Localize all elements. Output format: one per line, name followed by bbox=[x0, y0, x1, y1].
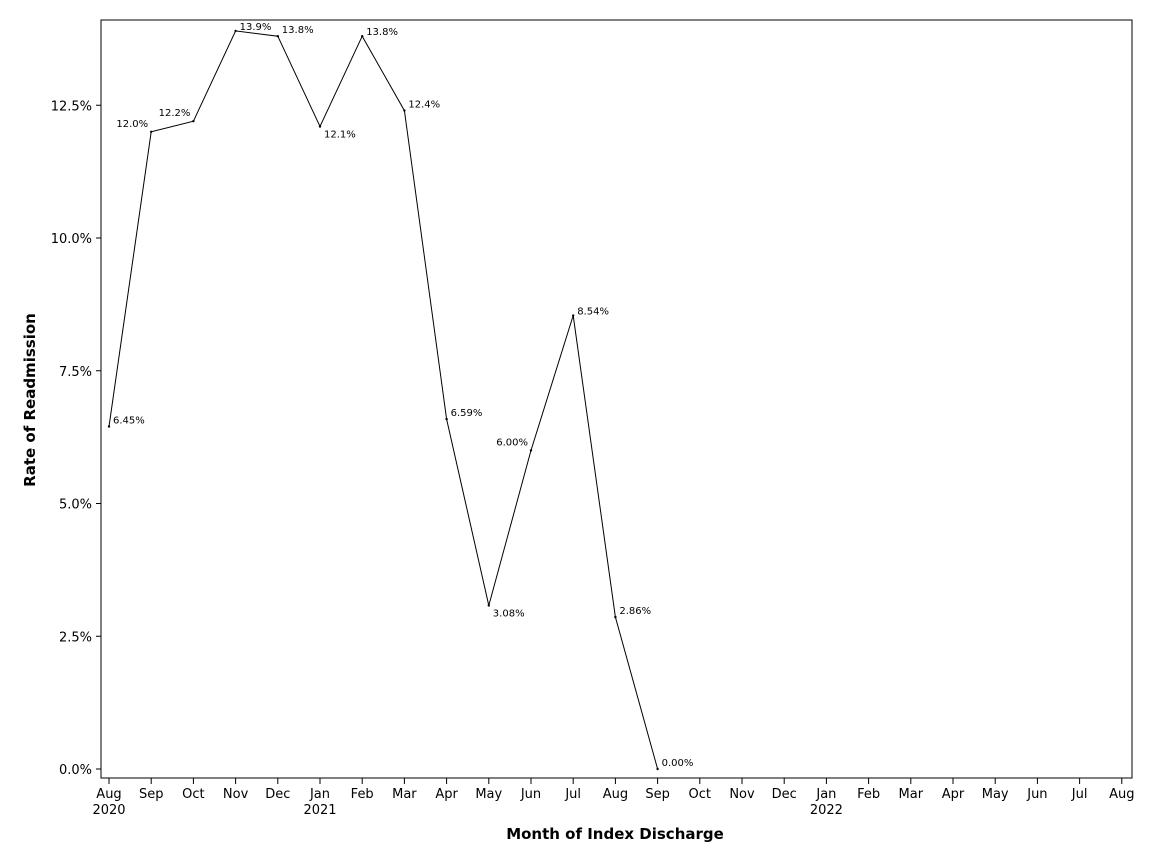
data-label: 12.0% bbox=[116, 119, 148, 130]
data-point bbox=[529, 449, 533, 452]
x-tick-label: Jul bbox=[1071, 787, 1088, 802]
x-tick-label: Dec bbox=[265, 787, 290, 802]
x-tick-label: Sep bbox=[645, 787, 670, 802]
x-tick-label: Jun bbox=[520, 787, 541, 802]
x-tick-label: Sep bbox=[139, 787, 164, 802]
data-point bbox=[445, 417, 448, 421]
data-label: 13.8% bbox=[366, 27, 398, 38]
x-year-label: 2021 bbox=[303, 803, 336, 818]
data-label: 6.00% bbox=[496, 437, 528, 448]
series-line bbox=[108, 30, 659, 770]
data-label: 12.4% bbox=[408, 100, 440, 111]
y-tick-label: 12.5% bbox=[51, 99, 92, 114]
data-label: 6.45% bbox=[113, 416, 145, 427]
x-tick-label: Apr bbox=[435, 787, 458, 802]
x-tick-label: Jun bbox=[1026, 787, 1047, 802]
x-tick-label: Aug bbox=[1109, 787, 1134, 802]
y-tick-label: 10.0% bbox=[51, 232, 92, 247]
x-tick-label: Mar bbox=[899, 787, 924, 802]
plot-frame bbox=[100, 19, 1133, 779]
x-tick-label: Feb bbox=[351, 787, 374, 802]
x-tick-label: Oct bbox=[689, 787, 711, 802]
x-tick-label: Oct bbox=[182, 787, 204, 802]
y-axis-title: Rate of Readmission bbox=[21, 313, 39, 487]
y-axis: 0.0% 2.5% 5.0% 7.5% 10.0% 12.5% bbox=[51, 99, 101, 778]
data-label: 12.1% bbox=[324, 129, 356, 140]
y-tick-label: 7.5% bbox=[59, 365, 92, 380]
data-point bbox=[276, 35, 279, 38]
x-tick-label: May bbox=[475, 787, 502, 802]
x-tick-label: Jul bbox=[564, 787, 581, 802]
x-tick-label: Jan bbox=[309, 787, 330, 802]
y-tick-label: 5.0% bbox=[59, 498, 92, 513]
data-point bbox=[107, 425, 111, 428]
data-point bbox=[403, 109, 406, 112]
x-tick-label: Apr bbox=[942, 787, 965, 802]
x-tick-label: Aug bbox=[603, 787, 628, 802]
x-year-label: 2022 bbox=[810, 803, 843, 818]
data-label: 3.08% bbox=[493, 608, 525, 619]
data-point bbox=[192, 119, 195, 123]
x-tick-label: May bbox=[982, 787, 1009, 802]
data-point bbox=[234, 29, 237, 33]
y-tick-label: 2.5% bbox=[59, 630, 92, 645]
data-label: 6.59% bbox=[451, 408, 483, 419]
x-tick-label: Aug bbox=[96, 787, 121, 802]
data-labels: 6.45% 12.0% 12.2% 13.9% 13.8% 12.1% 13.8% 12.4%… bbox=[113, 22, 693, 769]
data-label: 13.9% bbox=[240, 22, 272, 33]
data-label: 13.8% bbox=[282, 25, 314, 36]
data-point bbox=[614, 615, 617, 619]
data-label: 12.2% bbox=[159, 108, 191, 119]
x-year-label: 2020 bbox=[92, 803, 125, 818]
series-layer bbox=[107, 29, 659, 771]
x-tick-label: Mar bbox=[392, 787, 417, 802]
data-label: 2.86% bbox=[619, 606, 651, 617]
data-point bbox=[572, 314, 575, 317]
x-axis-title: Month of Index Discharge bbox=[506, 825, 724, 843]
x-tick-label: Feb bbox=[857, 787, 880, 802]
data-point bbox=[318, 125, 322, 128]
data-label: 8.54% bbox=[577, 307, 609, 318]
data-point bbox=[487, 604, 490, 607]
x-tick-label: Jan bbox=[815, 787, 836, 802]
data-point bbox=[361, 35, 364, 38]
x-tick-label: Dec bbox=[772, 787, 797, 802]
data-point bbox=[150, 130, 153, 133]
data-point bbox=[656, 767, 659, 771]
x-tick-label: Nov bbox=[223, 787, 249, 802]
x-tick-label: Nov bbox=[729, 787, 755, 802]
y-tick-label: 0.0% bbox=[59, 763, 92, 778]
data-label: 0.00% bbox=[662, 758, 694, 769]
